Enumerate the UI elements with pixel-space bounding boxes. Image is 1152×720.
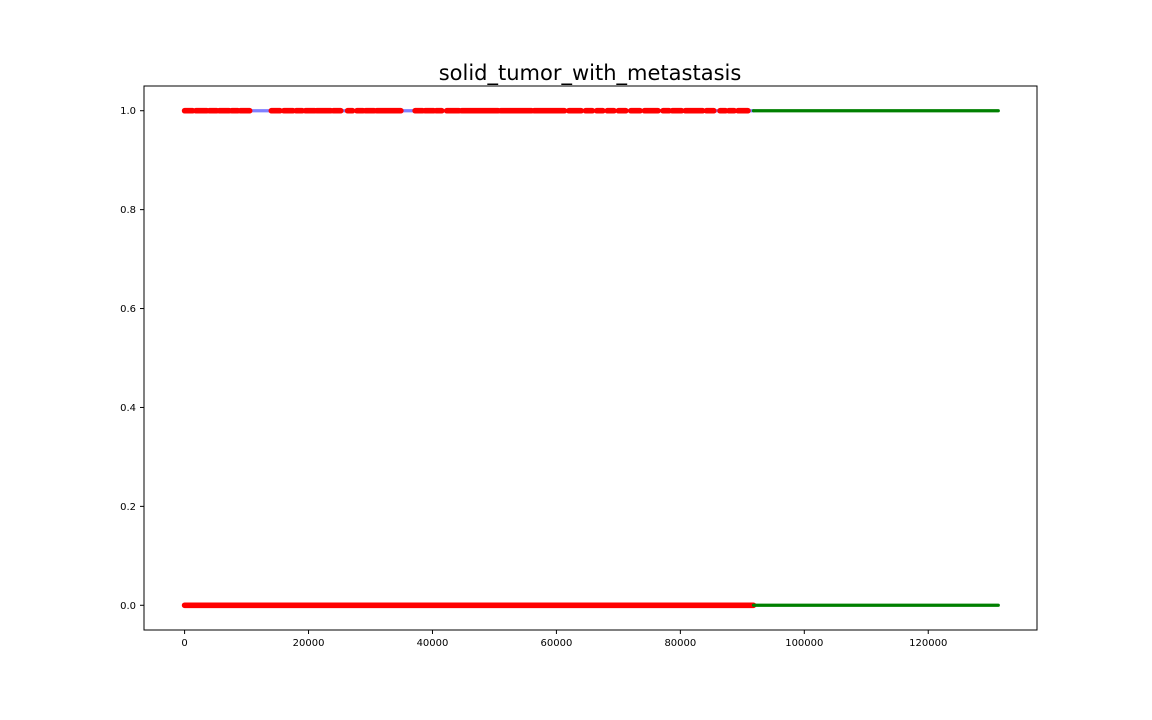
y-tick-label: 0.0: [120, 601, 136, 612]
y-tick-label: 1.0: [120, 106, 136, 117]
y-tick-label: 0.2: [120, 502, 136, 513]
x-tick-label: 0: [181, 638, 187, 649]
y-axis: 0.0 0.2 0.4 0.6 0.8 1.0: [120, 106, 144, 612]
y-tick-label: 0.6: [120, 304, 136, 315]
x-tick-label: 40000: [417, 638, 449, 649]
plot-frame: [143, 85, 1038, 631]
x-tick-label: 120000: [909, 638, 947, 649]
x-axis: 0 20000 40000 60000 80000 100000 120000: [181, 630, 947, 649]
y-tick-label: 0.4: [120, 403, 136, 414]
x-tick-label: 80000: [664, 638, 696, 649]
x-tick-label: 60000: [541, 638, 573, 649]
x-tick-label: 20000: [293, 638, 325, 649]
y-tick-label: 0.8: [120, 205, 136, 216]
data-marks: [181, 107, 1000, 609]
chart-title: solid_tumor_with_metastasis: [439, 61, 742, 86]
x-tick-label: 100000: [785, 638, 823, 649]
